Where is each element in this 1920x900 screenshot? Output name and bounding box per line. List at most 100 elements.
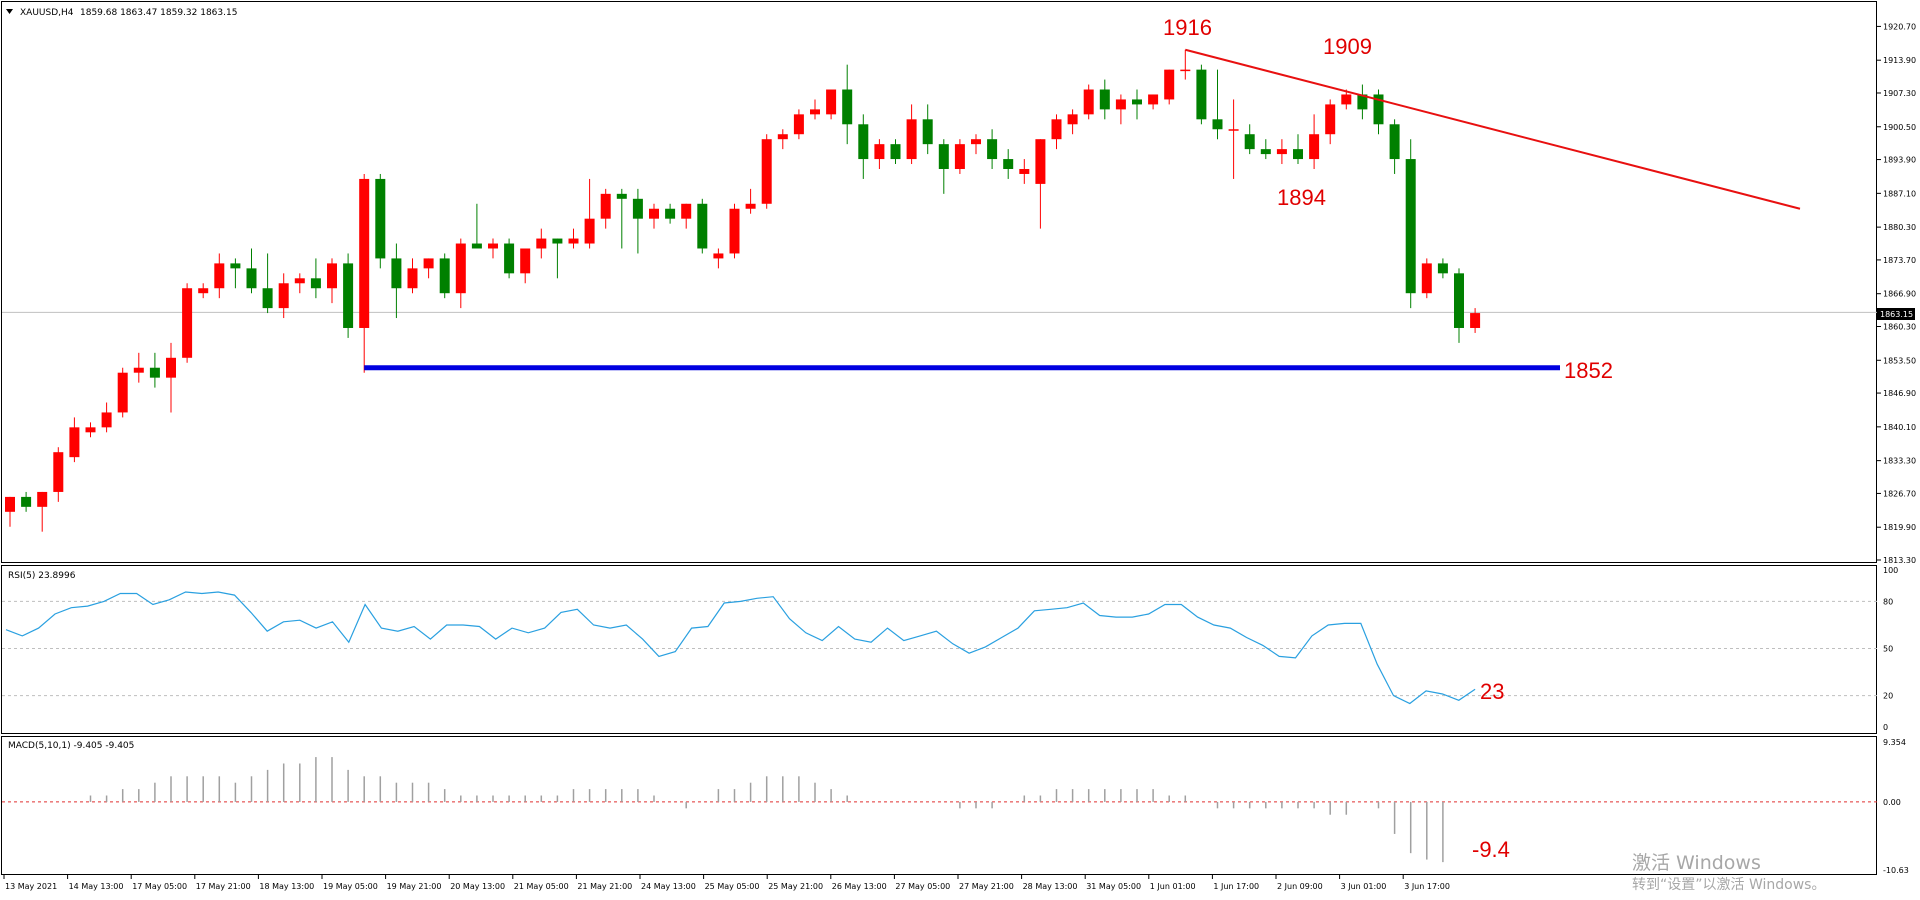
candle-body [5, 496, 15, 512]
candle-body [1276, 149, 1287, 155]
macd-axis-label: 0.00 [1883, 798, 1901, 807]
price-axis-label: 1887.10 [1883, 189, 1916, 198]
time-axis-label: 19 May 05:00 [323, 882, 378, 891]
time-axis-label: 1 Jun 17:00 [1213, 882, 1259, 891]
candle-body [198, 288, 209, 294]
candle-body [697, 203, 708, 249]
time-axis-label: 3 Jun 01:00 [1341, 882, 1387, 891]
price-axis-label: 1819.90 [1883, 523, 1916, 532]
annotation-rsi-23: 23 [1480, 679, 1504, 704]
candle-body [1051, 119, 1062, 140]
current-price-tag [1877, 308, 1915, 320]
candle-body [53, 452, 64, 492]
candle-body [1132, 99, 1142, 105]
candle-body [922, 119, 933, 145]
candle-body [262, 288, 273, 309]
time-axis-label: 21 May 05:00 [514, 882, 569, 891]
candle-body [987, 139, 998, 160]
candle-body [471, 243, 482, 249]
annotation-high-1916: 1916 [1163, 15, 1212, 40]
candle-body [439, 258, 450, 294]
windows-activation-watermark: 激活 Windows [1632, 852, 1761, 874]
rsi-axis-label: 100 [1883, 566, 1898, 575]
candle-body [1067, 114, 1078, 125]
candle-body [117, 372, 128, 413]
rsi-header: RSI(5) 23.8996 [8, 571, 76, 581]
candle-body [407, 268, 418, 289]
candle-body [327, 263, 337, 289]
candle-body [1099, 89, 1110, 110]
candle-body [1164, 69, 1175, 100]
candle-body [826, 89, 837, 115]
candle-body [1293, 149, 1303, 160]
time-axis-label: 21 May 21:00 [577, 882, 632, 891]
price-axis-label: 1866.90 [1883, 290, 1916, 299]
candle-body [1035, 139, 1046, 184]
candle-body [745, 203, 756, 209]
candle-body [246, 268, 257, 289]
time-axis-label: 31 May 05:00 [1086, 882, 1141, 891]
candle-body [1244, 134, 1255, 150]
time-axis-label: 28 May 13:00 [1023, 882, 1078, 891]
candle-body [294, 278, 305, 284]
candle-body [37, 491, 48, 507]
time-axis-label: 25 May 05:00 [705, 882, 760, 891]
rsi-axis-label: 50 [1883, 645, 1893, 654]
price-axis-label: 1880.30 [1883, 223, 1916, 232]
candle-body [214, 263, 225, 289]
candle-body [713, 253, 724, 259]
candle-body [1196, 69, 1207, 120]
candle-body [858, 124, 869, 160]
price-axis-label: 1813.30 [1883, 556, 1916, 565]
candle-body [1389, 124, 1400, 160]
candle-body [536, 238, 547, 249]
candle-body [552, 238, 563, 244]
candle-body [1437, 263, 1448, 274]
candle-body [101, 412, 112, 428]
price-axis-label: 1900.50 [1883, 123, 1916, 132]
chart-menu-triangle-icon[interactable] [6, 9, 13, 14]
candle-body [375, 178, 386, 259]
price-axis-label: 1840.10 [1883, 423, 1916, 432]
time-axis-label: 3 Jun 17:00 [1404, 882, 1450, 891]
candle-body [423, 258, 434, 269]
candle-body [230, 263, 241, 269]
macd-header: MACD(5,10,1) -9.405 -9.405 [8, 741, 134, 751]
candle-body [793, 114, 804, 135]
annotation-support-1852: 1852 [1564, 358, 1613, 383]
time-axis-label: 1 Jun 01:00 [1150, 882, 1196, 891]
price-axis-label: 1920.70 [1883, 22, 1916, 31]
annotation-macd-value: -9.4 [1472, 837, 1510, 862]
time-axis-label: 25 May 21:00 [768, 882, 823, 891]
candle-body [359, 178, 370, 328]
candle-body [665, 208, 676, 219]
candle-body [85, 427, 96, 433]
candle-body [906, 119, 917, 160]
candle-body [1019, 168, 1030, 174]
candle-body [568, 238, 579, 244]
time-axis-label: 19 May 21:00 [387, 882, 442, 891]
time-axis-label: 20 May 13:00 [450, 882, 505, 891]
candle-body [1309, 134, 1320, 160]
candle-body [1454, 273, 1464, 328]
candle-body [954, 144, 965, 169]
candle-body [504, 243, 515, 274]
macd-axis-label: -10.63 [1883, 866, 1909, 875]
candle-body [1228, 129, 1239, 131]
rsi-line [5, 591, 1476, 705]
time-axis-label: 17 May 21:00 [196, 882, 251, 891]
annotation-low-1894: 1894 [1277, 185, 1326, 210]
main-header-ohlc: 1859.68 1863.47 1859.32 1863.15 [80, 8, 237, 18]
candle-body [1325, 104, 1336, 135]
price-axis-label: 1853.50 [1883, 356, 1916, 365]
candle-body [1470, 313, 1481, 328]
candle-body [69, 427, 80, 458]
candle-body [133, 367, 144, 373]
price-axis-label: 1907.30 [1883, 89, 1916, 98]
candle-body [1341, 94, 1352, 105]
time-axis-label: 17 May 05:00 [132, 882, 187, 891]
candle-body [1373, 94, 1384, 125]
price-axis-label: 1913.90 [1883, 56, 1916, 65]
candle-body [343, 263, 354, 328]
